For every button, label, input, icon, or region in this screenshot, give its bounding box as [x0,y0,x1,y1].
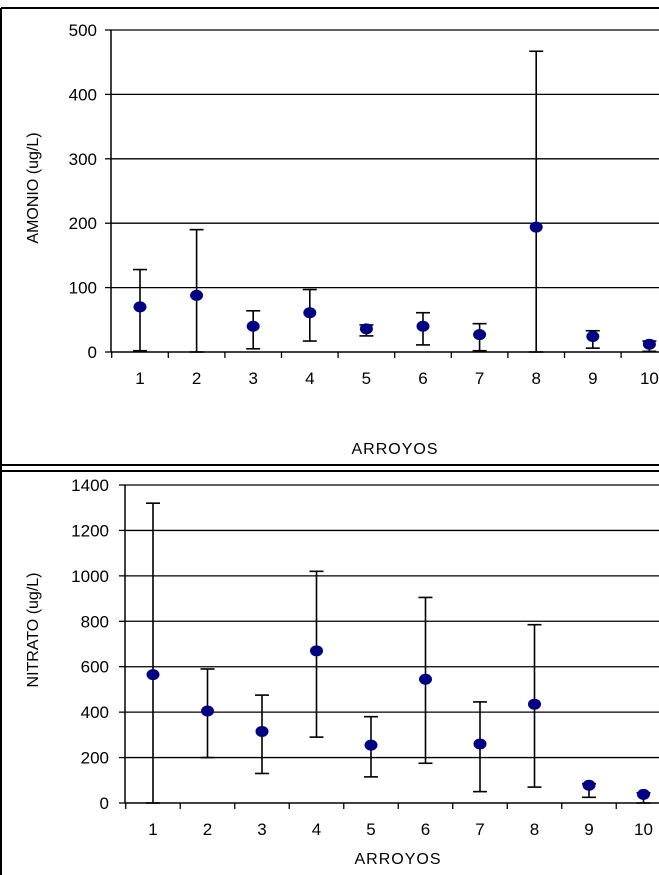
y-tick-label: 300 [69,150,97,169]
data-point [359,323,373,335]
y-tick-label: 200 [69,214,97,233]
amonio-error-bars [133,50,657,353]
nitrato-axes [119,484,659,809]
y-tick-label: 400 [69,85,97,104]
nitrato-y-axis-label: NITRATO (ug/L) [25,573,42,688]
x-tick-label: 4 [305,369,314,388]
data-point [303,307,317,319]
x-tick-label: 9 [584,820,593,839]
data-point [416,320,430,332]
y-tick-label: 1200 [71,521,109,540]
y-tick-label: 500 [69,21,97,40]
data-point [201,705,214,717]
data-point [473,738,487,750]
data-point [364,739,378,751]
x-tick-label: 3 [257,820,266,839]
amonio-x-tick-labels: 1 2 3 4 5 6 7 8 9 10 [135,369,659,388]
amonio-gridlines [111,29,659,289]
amonio-points [133,221,656,350]
error-bar [146,502,160,804]
y-tick-label: 1000 [71,567,109,586]
data-point [255,725,269,737]
data-point [473,329,487,341]
amonio-y-axis-label: AMONIO (ug/L) [25,132,42,243]
y-tick-label: 200 [81,749,109,768]
data-point [586,331,600,343]
y-tick-label: 0 [88,343,97,362]
data-point [528,698,541,710]
x-tick-label: 5 [366,820,375,839]
data-point [310,645,323,657]
x-tick-label: 10 [634,820,653,839]
x-tick-label: 4 [312,820,321,839]
amonio-axes [105,29,659,358]
x-tick-label: 8 [531,369,540,388]
x-tick-label: 10 [640,369,659,388]
x-tick-label: 2 [203,820,212,839]
error-bar [529,50,544,353]
x-tick-label: 8 [530,820,539,839]
amonio-y-tick-labels: 0 100 200 300 400 500 [69,21,97,362]
y-tick-label: 100 [69,279,97,298]
data-point [133,301,147,313]
data-point [419,673,432,685]
data-point [146,669,160,681]
y-tick-label: 0 [100,794,109,813]
data-point [642,338,656,350]
x-tick-label: 1 [135,369,144,388]
y-tick-label: 600 [81,658,109,677]
amonio-x-axis-label: ARROYOS [351,441,438,458]
nitrato-chart: 0 200 400 600 800 1000 1200 1400 1 2 3 4 5 6 7 8 9 10 AR… [25,476,659,868]
x-tick-label: 7 [475,369,484,388]
figure-frame [0,7,659,875]
data-point [246,320,260,332]
x-tick-label: 1 [148,820,157,839]
x-tick-label: 5 [362,369,371,388]
x-tick-label: 9 [588,369,597,388]
x-tick-label: 3 [248,369,257,388]
data-point [529,221,543,233]
x-tick-label: 6 [418,369,427,388]
data-point [582,779,596,791]
y-tick-label: 400 [81,703,109,722]
x-tick-label: 2 [192,369,201,388]
nitrato-y-tick-labels: 0 200 400 600 800 1000 1200 1400 [71,476,109,813]
x-tick-label: 7 [475,820,484,839]
x-tick-label: 6 [421,820,430,839]
data-point [190,289,204,301]
data-point [637,788,650,800]
y-tick-label: 800 [81,612,109,631]
nitrato-x-axis-label: ARROYOS [354,851,441,868]
y-tick-label: 1400 [71,476,109,495]
nitrato-points [146,645,650,800]
nitrato-x-tick-labels: 1 2 3 4 5 6 7 8 9 10 [148,820,653,839]
amonio-chart: 0 100 200 300 400 500 1 2 3 4 5 6 7 8 9 10 ARROYOS AMO… [25,21,659,458]
nitrato-gridlines [125,484,659,759]
